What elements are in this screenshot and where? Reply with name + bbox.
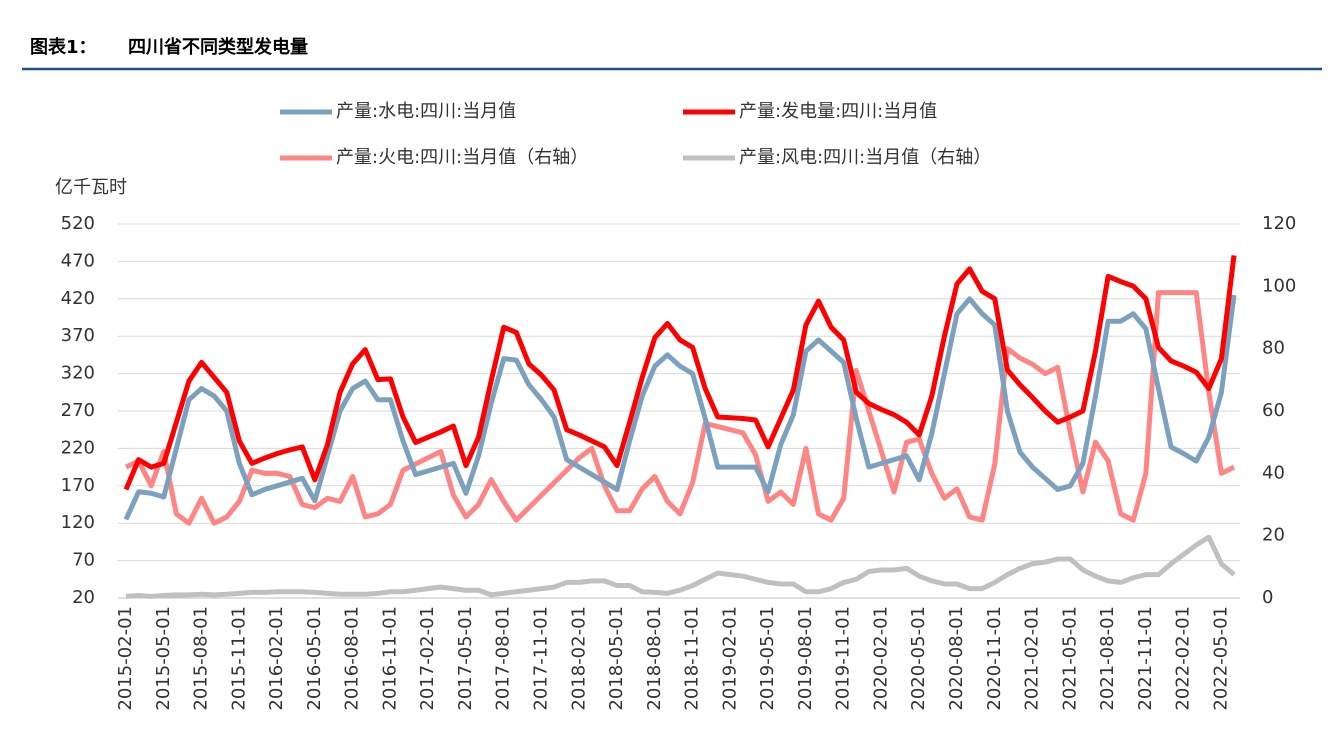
x-tick-label: 2019-05-01 — [757, 606, 778, 711]
x-tick-label: 2018-11-01 — [682, 606, 703, 711]
y-tick-label: 70 — [72, 550, 95, 571]
y-tick-label: 420 — [61, 288, 95, 309]
x-tick-label: 2017-05-01 — [455, 606, 476, 711]
legend-label: 产量:风电:四川:当月值（右轴） — [739, 147, 991, 168]
x-tick-label: 2015-02-01 — [115, 606, 136, 711]
y2-tick-label: 120 — [1262, 213, 1296, 234]
x-tick-label: 2016-02-01 — [266, 606, 287, 711]
x-tick-label: 2015-05-01 — [153, 606, 174, 711]
x-tick-label: 2021-11-01 — [1135, 606, 1156, 711]
y2-tick-label: 80 — [1262, 338, 1285, 359]
x-tick-label: 2019-02-01 — [719, 606, 740, 711]
y-tick-label: 370 — [61, 325, 95, 346]
x-tick-label: 2021-05-01 — [1059, 606, 1080, 711]
y-tick-label: 320 — [61, 363, 95, 384]
x-tick-label: 2016-05-01 — [304, 606, 325, 711]
series-line — [125, 534, 1236, 599]
x-tick-label: 2022-05-01 — [1210, 606, 1231, 711]
y-tick-label: 470 — [61, 250, 95, 271]
x-tick-label: 2018-02-01 — [568, 606, 589, 711]
y-tick-label: 270 — [61, 400, 95, 421]
y-tick-label: 170 — [61, 475, 95, 496]
x-tick-label: 2020-05-01 — [908, 606, 929, 711]
y2-tick-label: 100 — [1262, 275, 1296, 296]
legend-label: 产量:火电:四川:当月值（右轴） — [336, 147, 588, 168]
x-tick-label: 2017-02-01 — [417, 606, 438, 711]
y2-tick-label: 0 — [1262, 587, 1273, 608]
x-tick-label: 2020-08-01 — [946, 606, 967, 711]
chart-title: 四川省不同类型发电量 — [128, 36, 308, 58]
x-tick-label: 2018-08-01 — [644, 606, 665, 711]
x-tick-label: 2017-08-01 — [493, 606, 514, 711]
y-axis-title: 亿千瓦时 — [55, 177, 127, 198]
series-line — [123, 255, 1237, 491]
series-line — [123, 294, 1237, 521]
y-tick-label: 120 — [61, 512, 95, 533]
x-tick-label: 2017-11-01 — [531, 606, 552, 711]
x-tick-label: 2019-08-01 — [795, 606, 816, 711]
figure-label: 图表1： — [30, 36, 97, 58]
legend-label: 产量:水电:四川:当月值 — [336, 101, 516, 122]
y-tick-label: 520 — [61, 213, 95, 234]
series-line — [124, 290, 1236, 526]
x-tick-label: 2016-08-01 — [342, 606, 363, 711]
y-tick-label: 20 — [72, 587, 95, 608]
x-tick-label: 2021-08-01 — [1097, 606, 1118, 711]
x-tick-label: 2021-02-01 — [1022, 606, 1043, 711]
x-tick-label: 2020-02-01 — [870, 606, 891, 711]
x-tick-label: 2015-11-01 — [228, 606, 249, 711]
x-tick-label: 2020-11-01 — [984, 606, 1005, 711]
x-tick-label: 2016-11-01 — [379, 606, 400, 711]
y-tick-label: 220 — [61, 437, 95, 458]
x-tick-label: 2019-11-01 — [833, 606, 854, 711]
x-tick-label: 2022-02-01 — [1173, 606, 1194, 711]
x-tick-label: 2018-05-01 — [606, 606, 627, 711]
y2-tick-label: 40 — [1262, 462, 1285, 483]
y2-tick-label: 60 — [1262, 400, 1285, 421]
legend-label: 产量:发电量:四川:当月值 — [739, 101, 937, 122]
y2-tick-label: 20 — [1262, 525, 1285, 546]
x-tick-label: 2015-08-01 — [191, 606, 212, 711]
